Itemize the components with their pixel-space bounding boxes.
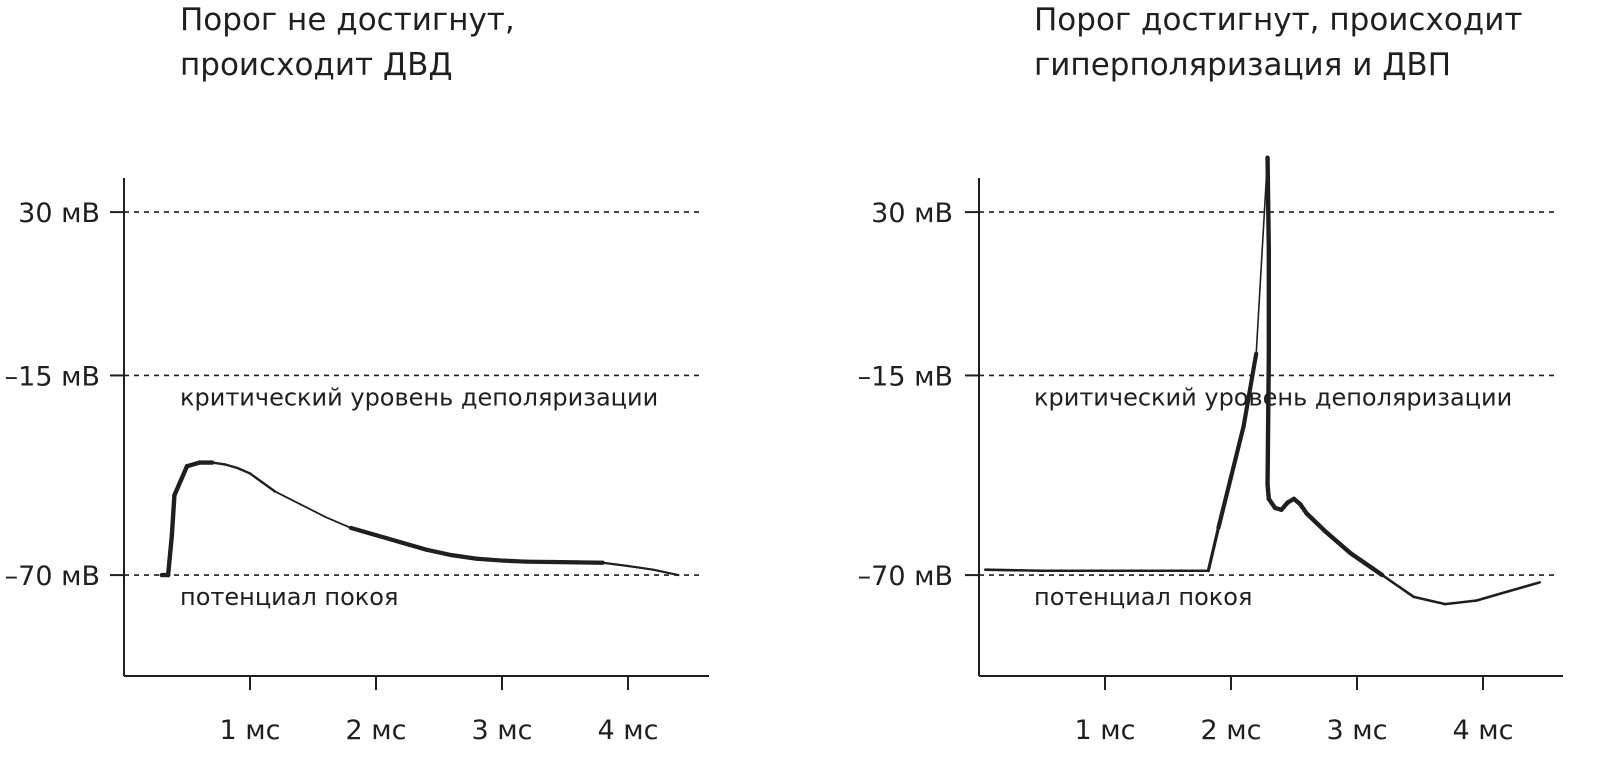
right-curve-segment-24 bbox=[1443, 599, 1478, 606]
right-curve-segment-19 bbox=[1304, 511, 1328, 534]
left-curve-segment-14 bbox=[373, 533, 404, 545]
right-x-tick-label-0: 1 мс bbox=[1075, 715, 1136, 746]
left-curve-segment-12 bbox=[324, 516, 352, 529]
right-curve-segment-11 bbox=[1265, 355, 1272, 487]
right-y-tick-label-2: –70 мВ bbox=[858, 561, 953, 592]
right-x-tick-label-2: 3 мс bbox=[1327, 715, 1388, 746]
right-y-tick-label-1: –15 мВ bbox=[858, 361, 953, 392]
left-curve-segment-24 bbox=[626, 564, 655, 571]
left-curve-segment-7 bbox=[223, 463, 239, 470]
left-x-tick-label-1: 2 мс bbox=[346, 715, 407, 746]
left-curve-segment-11 bbox=[299, 503, 327, 518]
left-curve-segment-2 bbox=[169, 493, 177, 538]
right-curve-segment-6 bbox=[1228, 424, 1246, 480]
left-curve-segment-13 bbox=[348, 525, 379, 538]
left-chart: Порог не достигнут, происходит ДВД крити… bbox=[5, 2, 709, 746]
right-curve-segment-12 bbox=[1265, 482, 1272, 502]
left-reference-label-2: потенциал покоя bbox=[180, 583, 398, 611]
right-curve-segment-5 bbox=[1216, 474, 1234, 531]
right-y-tick-label-0: 30 мВ bbox=[871, 198, 953, 229]
right-reference-label-1: критический уровень деполяризации bbox=[1034, 383, 1512, 411]
right-curve-segment-22 bbox=[1380, 573, 1415, 599]
right-curve-segment-21 bbox=[1348, 551, 1385, 578]
right-curve-segment-25 bbox=[1475, 590, 1510, 602]
left-curve-segment-18 bbox=[474, 556, 505, 563]
right-chart-title-line-1: Порог достигнут, происходит bbox=[1034, 2, 1522, 38]
left-curve-segment-6 bbox=[210, 461, 227, 466]
left-curve-segment-25 bbox=[652, 568, 680, 577]
left-curve-segment-9 bbox=[248, 472, 277, 493]
left-reference-label-1: критический уровень деполяризации bbox=[180, 383, 658, 411]
left-chart-title-line-1: Порог не достигнут, bbox=[180, 2, 515, 38]
left-x-tick-label-0: 1 мс bbox=[220, 715, 281, 746]
left-curve-segment-17 bbox=[449, 553, 479, 561]
left-curve-segment-16 bbox=[424, 547, 454, 558]
left-x-tick-label-3: 4 мс bbox=[598, 715, 659, 746]
right-curve-segment-23 bbox=[1412, 595, 1447, 606]
right-curve-segment-9 bbox=[1265, 155, 1272, 251]
left-y-tick-label-1: –15 мВ bbox=[5, 361, 100, 392]
left-curve-segment-3 bbox=[172, 464, 190, 498]
left-x-tick-label-2: 3 мс bbox=[472, 715, 533, 746]
left-y-tick-label-0: 30 мВ bbox=[18, 198, 100, 229]
right-curve-segment-26 bbox=[1506, 581, 1541, 593]
right-curve-segment-8 bbox=[1255, 156, 1269, 355]
left-curve-segment-10 bbox=[274, 490, 302, 506]
left-curve-segment-23 bbox=[601, 561, 630, 568]
left-curve-segment-8 bbox=[236, 466, 252, 475]
left-curve-segment-19 bbox=[499, 558, 530, 564]
left-chart-title-line-2: происходит ДВД bbox=[180, 47, 453, 83]
right-reference-label-2: потенциал покоя bbox=[1034, 583, 1252, 611]
right-curve-segment-20 bbox=[1323, 529, 1353, 556]
right-curve-segment-4 bbox=[1206, 526, 1221, 573]
right-x-tick-label-3: 4 мс bbox=[1453, 715, 1514, 746]
right-curve-segment-7 bbox=[1241, 351, 1259, 429]
right-curve-segment-0 bbox=[983, 568, 1044, 573]
right-x-tick-label-1: 2 мс bbox=[1201, 715, 1262, 746]
right-chart-title-line-2: гиперполяризация и ДВП bbox=[1034, 47, 1451, 83]
left-y-tick-label-2: –70 мВ bbox=[5, 561, 100, 592]
left-curve-segment-15 bbox=[399, 540, 429, 552]
right-chart: Порог достигнут, происходит гиперполяриз… bbox=[858, 2, 1563, 746]
left-curve-segment-1 bbox=[165, 532, 175, 578]
